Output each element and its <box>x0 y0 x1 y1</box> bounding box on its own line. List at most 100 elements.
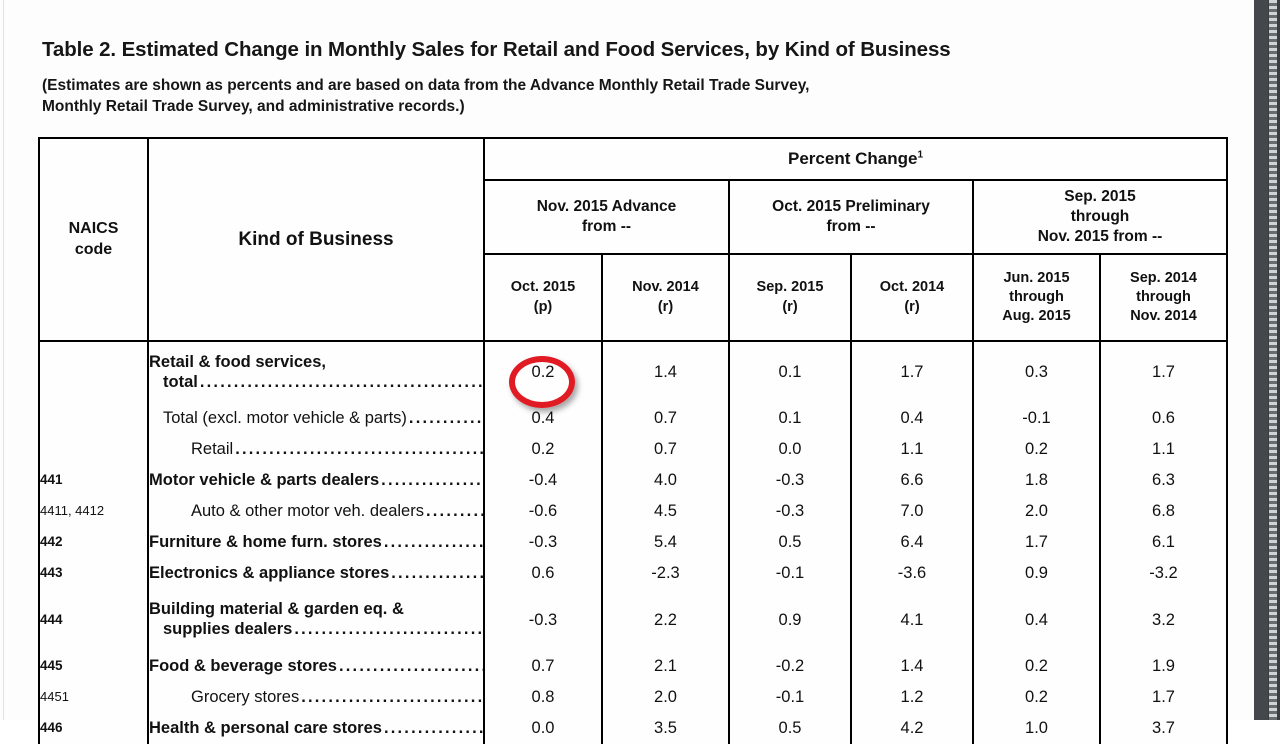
row-label: Auto & other motor veh. dealers.........… <box>150 501 482 522</box>
header-col-nov-2014-r: Nov. 2014 (r) <box>601 253 730 342</box>
col-label-line2: through <box>1136 288 1191 305</box>
document-page: Table 2. Estimated Change in Monthly Sal… <box>3 0 1229 744</box>
value-cell: 0.5 <box>728 527 852 558</box>
value-cell: 0.2 <box>972 651 1101 682</box>
value-cell: 1.0 <box>972 713 1101 744</box>
table-row: Retail & food services, total............… <box>38 340 1229 403</box>
value-cell: 1.1 <box>850 434 974 465</box>
row-label: supplies dealers........................… <box>150 620 482 640</box>
header-naics-code: NAICS code <box>38 137 149 342</box>
header-col-oct-2015-p: Oct. 2015 (p) <box>483 253 603 342</box>
value-cell: 2.0 <box>601 682 730 713</box>
row-label-text: supplies dealers <box>163 620 293 638</box>
value-cell: 7.0 <box>850 496 974 527</box>
naics-code-cell <box>38 403 149 434</box>
value-cell: 0.2 <box>972 682 1101 713</box>
value-cell: 0.1 <box>728 340 852 403</box>
leader-dots: ........................................… <box>301 687 484 706</box>
table-body: Retail & food services, total............… <box>38 340 1229 744</box>
kind-of-business-cell: Grocery stores..........................… <box>147 682 485 713</box>
footnote-marker: 1 <box>917 149 924 161</box>
table-row: 4451 Grocery stores......................… <box>38 682 1229 713</box>
table-row: Retail..................................… <box>38 434 1229 465</box>
header-subcolumn-row: Oct. 2015 (p) Nov. 2014 (r) Sep. 2015 (r… <box>39 253 1229 342</box>
value-cell: 1.4 <box>850 651 974 682</box>
value-cell: 0.6 <box>1098 403 1229 434</box>
value-cell: 0.2 <box>972 434 1101 465</box>
header-group-nov-advance: Nov. 2015 Advance from -- <box>483 179 730 255</box>
row-label: Retail & food services, <box>149 352 482 373</box>
value-cell: 0.8 <box>483 682 603 713</box>
row-label: Total (excl. motor vehicle & parts).....… <box>150 408 484 429</box>
value-cell: -0.1 <box>972 403 1101 434</box>
scrollbar-track[interactable] <box>1269 0 1277 720</box>
page-subtitle: (Estimates are shown as percents and are… <box>42 77 810 115</box>
row-label-text: Furniture & home furn. stores <box>149 532 382 551</box>
table-row: 442 Furniture & home furn. stores........… <box>38 527 1229 558</box>
value-cell: 2.1 <box>601 651 730 682</box>
row-label: Retail..................................… <box>150 439 482 460</box>
value-cell: -3.2 <box>1098 558 1229 589</box>
leader-dots: ........................................… <box>199 372 484 391</box>
col-label-line1: Oct. 2014 <box>879 279 945 296</box>
value-cell: 0.7 <box>483 651 603 682</box>
leader-dots: ........................................… <box>383 718 483 737</box>
value-cell: -0.3 <box>728 465 852 496</box>
value-cell: 4.1 <box>850 589 974 651</box>
col-label-line1: Jun. 2015 <box>1003 269 1070 286</box>
leader-dots: ........................................… <box>408 408 484 427</box>
naics-code-cell: 441 <box>38 465 149 496</box>
header-col-oct-2014-r: Oct. 2014 (r) <box>850 253 974 342</box>
row-label: Building material & garden eq. & <box>150 600 482 620</box>
value-cell: 0.1 <box>728 403 852 434</box>
row-label: Food & beverage stores..................… <box>150 656 482 677</box>
value-cell: 1.4 <box>601 340 730 403</box>
value-cell: -0.1 <box>728 558 852 589</box>
value-cell: -0.2 <box>728 651 852 682</box>
leader-dots: ........................................… <box>425 501 482 520</box>
value-cell: 6.8 <box>1098 496 1229 527</box>
leader-dots: ........................................… <box>235 439 482 458</box>
value-cell: 0.9 <box>728 589 852 651</box>
row-label: Motor vehicle & parts dealers...........… <box>150 471 482 491</box>
value-cell: -0.4 <box>483 465 603 496</box>
viewer-right-scrollbar[interactable] <box>1254 0 1280 720</box>
value-cell: -0.1 <box>728 682 852 713</box>
value-cell: 0.4 <box>972 589 1101 651</box>
naics-code-cell: 4451 <box>38 682 149 713</box>
row-label-text: Retail & food services, <box>149 352 326 371</box>
kind-of-business-cell: Furniture & home furn. stores...........… <box>147 527 485 558</box>
value-cell: 2.2 <box>601 589 730 651</box>
value-cell: 0.4 <box>850 403 974 434</box>
header-group-sep-through-nov: Sep. 2015 through Nov. 2015 from -- <box>971 179 1229 255</box>
kind-of-business-cell: Health & personal care stores...........… <box>147 713 485 744</box>
value-cell: 0.6 <box>483 558 603 589</box>
naics-code-cell: 445 <box>38 651 149 682</box>
row-label-text: Auto & other motor veh. dealers <box>191 501 424 520</box>
header-col-sep-2014-nov-2014: Sep. 2014 through Nov. 2014 <box>1098 253 1229 342</box>
value-cell: 3.7 <box>1098 713 1229 744</box>
kind-of-business-cell: Auto & other motor veh. dealers.........… <box>147 496 485 527</box>
value-cell: 1.1 <box>1098 434 1229 465</box>
table-row: 446 Health & personal care stores........… <box>38 713 1229 744</box>
value-cell: 3.2 <box>1098 589 1229 651</box>
col-label-line1: Sep. 2014 <box>1130 269 1197 286</box>
col-label-line2: (r) <box>904 298 920 315</box>
value-cell: 1.7 <box>1098 340 1229 403</box>
value-cell: 0.4 <box>483 403 603 434</box>
col-label-line2: (r) <box>657 298 674 315</box>
header-col-jun-aug-2015: Jun. 2015 through Aug. 2015 <box>972 253 1101 342</box>
leader-dots: ........................................… <box>338 656 482 675</box>
value-cell: 4.5 <box>601 496 730 527</box>
value-cell: -0.3 <box>483 527 603 558</box>
col-label-line2: through <box>1009 288 1064 305</box>
row-label-text: Health & personal care stores <box>149 718 382 737</box>
percent-change-label: Percent Change <box>788 149 918 169</box>
col-label-line2: (p) <box>533 298 553 315</box>
row-label-text: Retail <box>191 439 234 458</box>
kind-of-business-cell: Motor vehicle & parts dealers...........… <box>147 465 485 496</box>
kind-of-business-cell: Total (excl. motor vehicle & parts).....… <box>147 403 485 434</box>
row-label-text: Total (excl. motor vehicle & parts) <box>163 408 407 427</box>
value-cell: -2.3 <box>601 558 730 589</box>
value-cell: 6.1 <box>1098 527 1229 558</box>
